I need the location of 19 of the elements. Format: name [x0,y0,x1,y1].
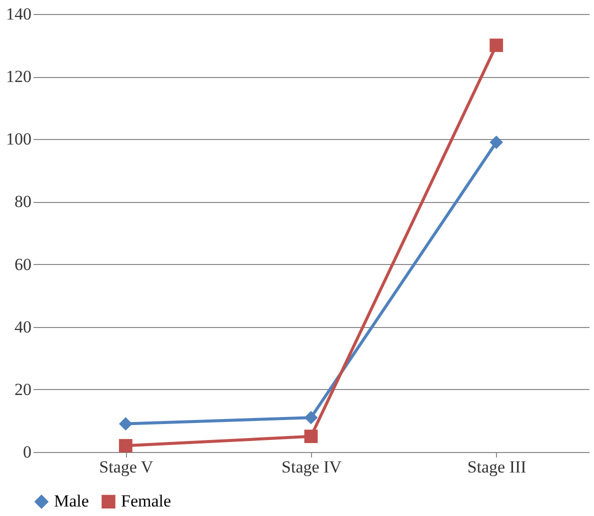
y-tick-label: 60 [14,254,32,274]
point [490,136,504,149]
x-tick-label: Stage III [467,458,527,476]
y-tick-label: 40 [14,317,32,336]
point [118,439,132,452]
y-tick-label: 100 [6,130,32,149]
y-tick-label: 20 [14,380,32,399]
y-tick-label: 120 [6,67,32,86]
y-tick-label: 140 [6,4,32,24]
point [304,410,318,424]
point [304,430,318,444]
legend-label: Male [54,492,89,511]
legend-label: Female [121,492,172,511]
point [118,417,132,431]
x-tick-label: Stage IV [282,458,342,476]
point [490,38,504,52]
y-tick-label: 0 [23,442,32,462]
y-tick-label: 80 [14,192,32,212]
x-tick-label: Stage V [99,458,154,476]
